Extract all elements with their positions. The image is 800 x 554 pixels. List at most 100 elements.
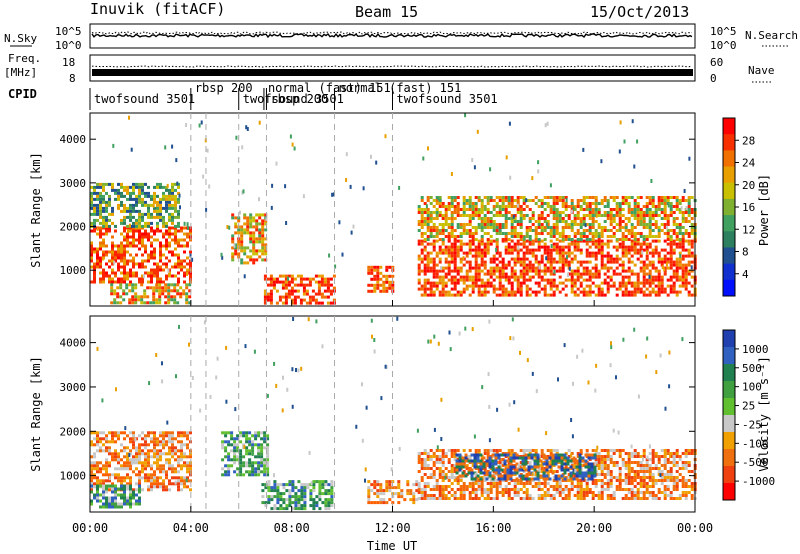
power-cell [173,301,177,305]
power-cell [645,257,649,261]
power-cell [495,257,499,261]
power-cell [645,245,649,249]
velocity-cell [96,437,99,441]
velocity-cell [456,497,460,500]
velocity-cell [492,485,496,488]
power-cell [234,231,238,235]
power-cell [243,261,247,265]
power-cell [105,250,108,254]
velocity-cell [141,443,144,447]
velocity-cell [417,452,421,455]
power-y-tick-label: 2000 [60,221,87,234]
velocity-cell [111,499,114,503]
velocity-cell [251,467,255,471]
power-cell [450,260,454,264]
power-cell [555,232,559,235]
velocity-cell [432,476,436,479]
power-cell [564,245,568,249]
power-cell [110,292,114,296]
power-cell [597,275,601,279]
power-cell [543,278,547,282]
power-cell [385,280,389,284]
velocity-cell [138,496,141,500]
velocity-cell [126,487,129,491]
power-cell [588,284,592,288]
power-cell [426,238,430,241]
power-cell [432,226,436,229]
power-cell [240,246,244,250]
power-cell [171,188,174,192]
power-cell [269,280,273,284]
power-cell [597,284,601,288]
power-speck [334,264,337,269]
power-cell [501,232,505,235]
power-cell [549,229,553,232]
velocity-cell [318,486,322,490]
power-cell [555,251,559,255]
power-cell [441,269,445,273]
velocity-cell [555,449,559,452]
velocity-cell [426,467,430,470]
velocity-cell [400,489,404,493]
velocity-cell [264,504,268,508]
power-cell [102,238,105,242]
power-cell [252,261,256,265]
power-cell [287,295,291,299]
power-cell [444,208,448,211]
velocity-cell [150,488,153,492]
power-cell [129,229,132,233]
velocity-cell [621,449,625,452]
velocity-cell [105,461,108,465]
velocity-cell [376,495,380,499]
velocity-cell [96,443,99,447]
power-speck [450,172,453,176]
cpid-segment-label: twofsound 3501 [94,92,195,106]
power-cell [492,208,496,211]
velocity-cell [180,455,183,459]
velocity-cell [242,455,246,459]
power-cell [609,214,613,217]
power-cell [158,292,162,296]
velocity-cell [186,467,189,471]
power-cell [654,269,658,273]
velocity-cell [537,494,541,497]
power-cell [162,235,165,239]
power-cell [135,244,138,248]
power-cell [642,242,646,246]
power-speck [152,203,155,208]
velocity-cell [450,449,454,452]
power-cell [489,275,493,279]
velocity-cell [495,449,499,452]
power-cell [561,229,565,232]
velocity-cell [165,476,168,480]
velocity-cell [236,455,240,459]
power-speck [476,129,479,134]
power-cell [480,242,484,246]
velocity-cell [382,492,386,496]
power-cell [117,277,120,281]
velocity-cell [420,452,424,455]
power-cell [507,217,511,220]
power-cell [111,235,114,239]
power-cell [537,272,541,276]
power-cell [93,271,96,275]
velocity-cell [447,479,451,482]
power-cell [594,202,598,205]
velocity-cell [111,473,114,477]
velocity-cell [318,483,322,487]
power-cell [99,194,102,198]
velocity-cell [318,507,322,511]
power-cell [483,205,487,208]
velocity-cell [132,431,135,435]
power-cell [240,249,244,253]
velocity-cell [423,497,427,500]
velocity-cell [477,485,481,488]
power-cell [558,257,562,261]
velocity-cell [606,479,610,482]
velocity-cell [144,467,147,471]
velocity-cell [90,490,93,494]
power-cell [177,244,180,248]
power-cell [450,205,454,208]
power-cell [528,260,532,264]
power-cell [510,275,514,279]
